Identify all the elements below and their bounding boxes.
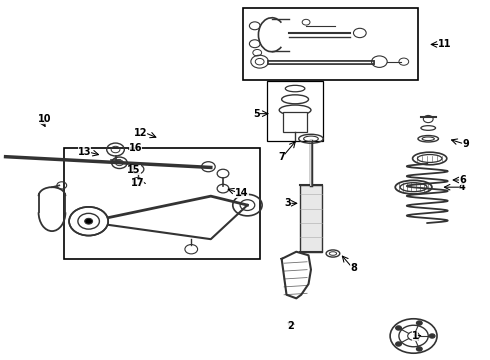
Text: 9: 9: [463, 139, 469, 149]
Circle shape: [395, 342, 401, 346]
Bar: [267, 81, 323, 140]
Circle shape: [395, 326, 401, 330]
Text: 17: 17: [131, 178, 145, 188]
Text: 15: 15: [127, 165, 141, 175]
Bar: [243, 8, 418, 80]
Circle shape: [429, 334, 435, 338]
Text: 7: 7: [278, 152, 285, 162]
Bar: [300, 185, 322, 252]
Text: 2: 2: [287, 321, 294, 330]
Text: 3: 3: [285, 198, 292, 208]
Text: 5: 5: [253, 109, 260, 119]
Text: 16: 16: [129, 143, 143, 153]
Text: 11: 11: [438, 40, 451, 49]
Bar: [283, 112, 307, 132]
Text: 10: 10: [38, 114, 52, 124]
Text: 12: 12: [134, 128, 147, 138]
Text: 14: 14: [235, 188, 249, 198]
Text: 8: 8: [350, 263, 357, 273]
Circle shape: [416, 347, 422, 351]
Text: 6: 6: [459, 175, 466, 185]
Text: 13: 13: [77, 147, 91, 157]
Text: 4: 4: [459, 182, 466, 192]
Circle shape: [85, 219, 93, 224]
Circle shape: [416, 321, 422, 325]
Bar: [64, 148, 260, 259]
Text: 1: 1: [412, 331, 418, 341]
